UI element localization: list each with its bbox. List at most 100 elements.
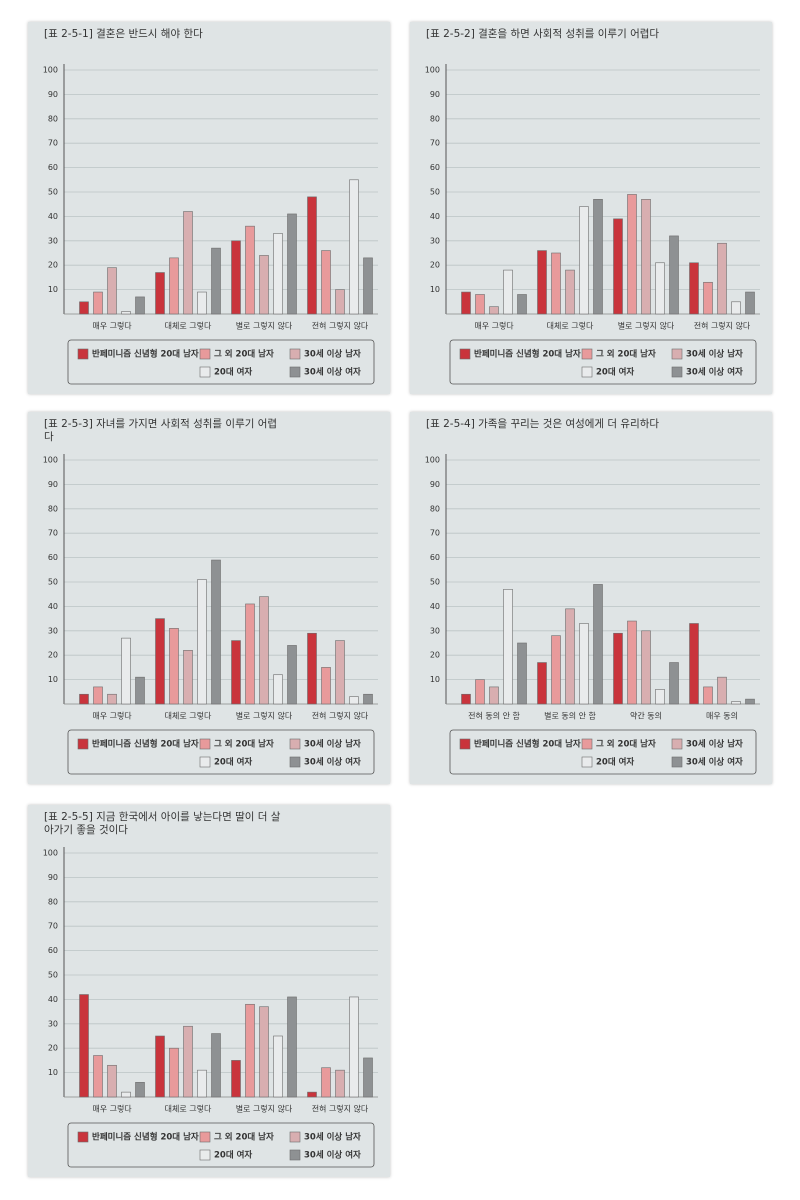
bar <box>475 679 485 705</box>
bar <box>183 650 193 705</box>
legend-label: 30세 이상 여자 <box>304 367 361 378</box>
legend-label: 반페미니즘 신념형 20대 남자 <box>474 349 581 360</box>
bar <box>349 179 359 315</box>
legend-label: 그 외 20대 남자 <box>214 349 274 360</box>
bar <box>669 662 679 705</box>
x-tick-label: 매우 그렇다 <box>474 321 514 331</box>
bar <box>273 1035 283 1098</box>
bar <box>107 267 117 315</box>
chart-panel: 10 20 30 40 50 60 70 80 90 100 매우 그렇다 대체로 그렇다 별로 그렇지… <box>28 22 390 394</box>
bar <box>703 281 713 315</box>
legend-swatch <box>671 348 683 360</box>
legend-label: 그 외 20대 남자 <box>596 739 656 750</box>
legend-swatch <box>581 756 593 768</box>
bar <box>537 250 547 315</box>
bar <box>461 693 471 705</box>
y-tick-label: 100 <box>43 456 58 465</box>
y-tick-label: 40 <box>48 602 58 611</box>
bar <box>551 635 561 705</box>
bar <box>565 269 575 315</box>
bar <box>169 1047 179 1098</box>
bar <box>169 257 179 315</box>
x-tick-label: 대체로 그렇다 <box>165 321 212 331</box>
bar <box>613 632 623 705</box>
legend-swatch <box>199 1149 211 1161</box>
legend-label: 30세 이상 여자 <box>686 367 743 378</box>
chart-panel: 10 20 30 40 50 60 70 80 90 100 매우 그렇다 대체로 그렇다 별로 그렇지… <box>410 22 772 394</box>
chart: 10 20 30 40 50 60 70 80 90 100 매우 그렇다 대체로 그렇다 별로 그렇지… <box>43 454 378 775</box>
chart-title: [표 2-5-3] 자녀를 가지면 사회적 성취를 이루기 어렵다 <box>44 418 278 443</box>
bar <box>579 206 589 315</box>
legend-swatch <box>289 348 301 360</box>
legend-swatch <box>671 756 683 768</box>
legend-swatch <box>671 366 683 378</box>
x-tick-label: 매우 동의 <box>706 711 738 721</box>
legend-label: 그 외 20대 남자 <box>596 349 656 360</box>
y-tick-label: 90 <box>430 90 440 99</box>
bar <box>551 252 561 315</box>
bar <box>689 262 699 315</box>
legend-label: 20대 여자 <box>596 757 634 768</box>
legend-swatch <box>199 1131 211 1143</box>
bar <box>79 301 89 315</box>
y-tick-label: 20 <box>48 261 58 270</box>
bar <box>211 1033 221 1098</box>
y-tick-label: 100 <box>425 456 440 465</box>
legend-swatch <box>77 738 89 750</box>
y-tick-label: 70 <box>48 922 58 931</box>
legend-label: 20대 여자 <box>214 757 252 768</box>
legend-swatch <box>199 738 211 750</box>
bar <box>287 996 297 1098</box>
bar <box>517 642 527 705</box>
y-tick-label: 50 <box>430 578 440 587</box>
legend-label: 20대 여자 <box>214 367 252 378</box>
x-tick-label: 대체로 그렇다 <box>165 1104 212 1114</box>
x-tick-label: 별로 동의 안 함 <box>544 711 596 721</box>
chart-title: [표 2-5-4] 가족을 꾸리는 것은 여성에게 더 유리하다 <box>426 418 660 430</box>
y-tick-label: 60 <box>430 553 440 562</box>
y-tick-label: 30 <box>48 1019 58 1028</box>
bar <box>517 294 527 315</box>
bar <box>579 623 589 705</box>
y-tick-label: 80 <box>430 504 440 513</box>
y-tick-label: 90 <box>48 90 58 99</box>
bar <box>669 235 679 315</box>
bar <box>245 225 255 315</box>
bar <box>335 1069 345 1098</box>
legend-label: 30세 이상 남자 <box>304 1132 361 1143</box>
y-tick-label: 10 <box>48 675 58 684</box>
chart-title: [표 2-5-1] 결혼은 반드시 해야 한다 <box>44 28 203 40</box>
chart-panel: 10 20 30 40 50 60 70 80 90 100 매우 그렇다 대체로 그렇다 별로 그렇지… <box>28 805 390 1177</box>
legend-swatch <box>289 756 301 768</box>
bar <box>231 640 241 705</box>
legend-swatch <box>199 756 211 768</box>
bar <box>321 667 331 705</box>
bar <box>135 296 145 315</box>
legend-label: 30세 이상 여자 <box>304 1150 361 1161</box>
bar <box>627 194 637 315</box>
bar <box>503 269 513 315</box>
y-tick-label: 100 <box>43 849 58 858</box>
bar <box>197 579 207 705</box>
bar <box>259 1006 269 1098</box>
bar <box>745 698 755 705</box>
x-tick-label: 대체로 그렇다 <box>165 711 212 721</box>
y-tick-label: 50 <box>430 188 440 197</box>
y-tick-label: 30 <box>430 626 440 635</box>
legend-swatch <box>289 1149 301 1161</box>
y-tick-label: 70 <box>48 529 58 538</box>
y-tick-label: 20 <box>48 651 58 660</box>
bar <box>363 693 373 705</box>
bar <box>627 620 637 705</box>
x-tick-label: 약간 동의 <box>630 711 662 721</box>
bar <box>489 306 499 315</box>
bar <box>121 637 131 705</box>
bar <box>655 262 665 315</box>
chart: 10 20 30 40 50 60 70 80 90 100 전혀 동의 안 함 별로 동의 안 함 약… <box>425 454 760 775</box>
y-tick-label: 50 <box>48 578 58 587</box>
legend-label: 30세 이상 여자 <box>304 757 361 768</box>
bar <box>461 291 471 315</box>
bar <box>155 618 165 705</box>
bar <box>307 632 317 705</box>
